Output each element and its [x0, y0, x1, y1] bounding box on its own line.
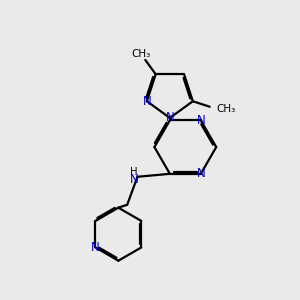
Text: N: N: [166, 111, 174, 124]
Text: H: H: [130, 167, 138, 177]
Text: CH₃: CH₃: [131, 49, 151, 59]
Text: N: N: [142, 95, 151, 108]
Text: N: N: [91, 241, 100, 254]
Text: N: N: [196, 114, 205, 127]
Text: N: N: [196, 167, 205, 180]
Text: N: N: [130, 173, 138, 186]
Text: CH₃: CH₃: [217, 104, 236, 114]
